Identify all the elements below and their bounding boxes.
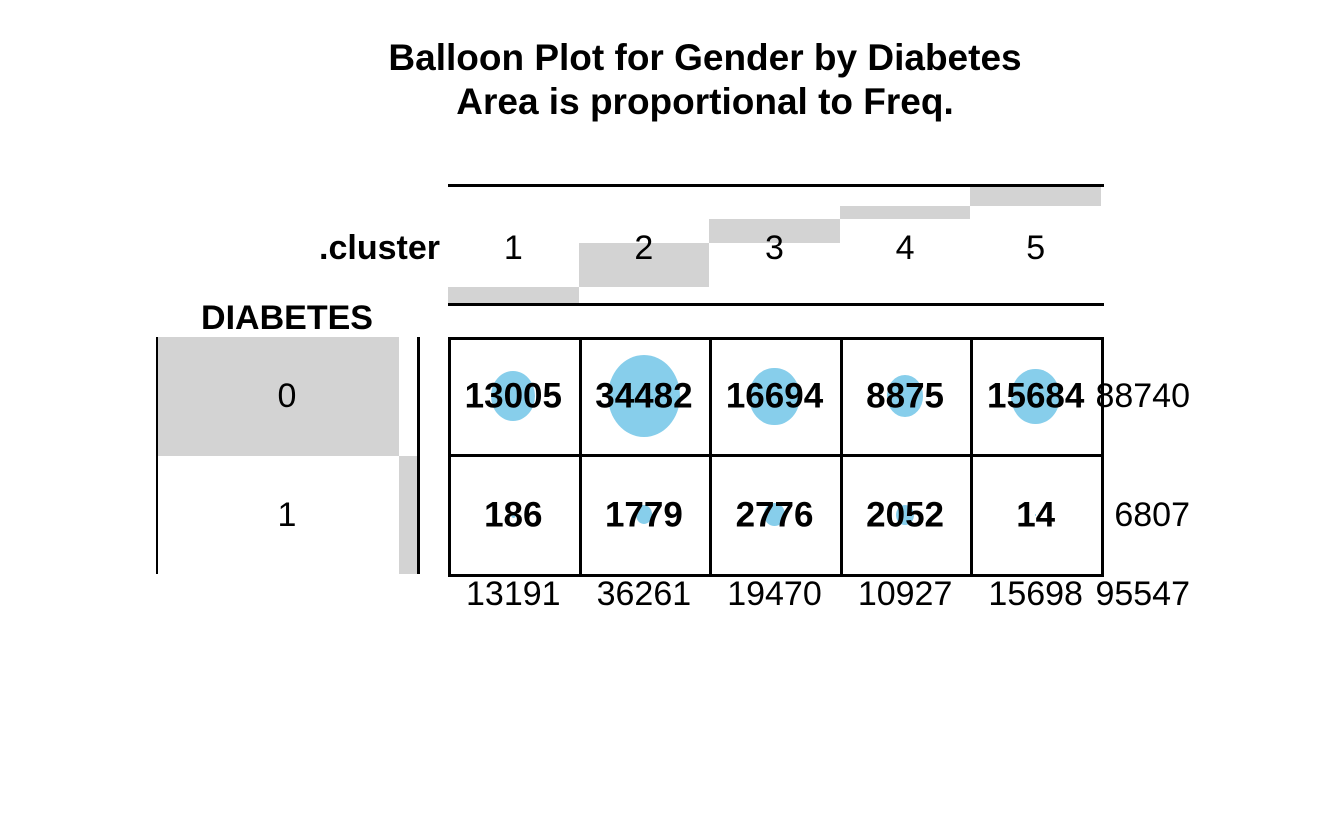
balloon (510, 511, 516, 518)
cell-value: 15684 (987, 376, 1085, 416)
balloon (1034, 513, 1037, 516)
column-margin-bar (448, 286, 579, 303)
cell-value: 16694 (725, 376, 824, 416)
balloon (1011, 368, 1060, 424)
column-label: 1 (503, 229, 523, 267)
row-header-left-line (156, 337, 158, 574)
column-label: 3 (765, 229, 784, 267)
chart-title-line2: Area is proportional to Freq. (456, 81, 954, 122)
column-total: 19470 (727, 575, 822, 613)
balloon (764, 503, 785, 527)
table-row-divider (448, 454, 1104, 457)
row-margin-bar (158, 337, 399, 456)
cell-value: 2776 (735, 495, 814, 535)
cell-value: 14 (1016, 495, 1056, 535)
row-header-right-line (417, 337, 420, 574)
column-margin-bar (578, 242, 710, 287)
balloon (896, 504, 914, 525)
cell-value: 13005 (464, 376, 562, 416)
column-total: 13191 (466, 575, 561, 613)
table-column-line (839, 337, 843, 577)
balloon (491, 371, 536, 422)
cell-value: 186 (484, 495, 543, 535)
row-total: 6807 (1114, 495, 1190, 534)
chart-title-line1: Balloon Plot for Gender by Diabetes (388, 37, 1022, 78)
table-column-line (1101, 337, 1104, 577)
row-total: 88740 (1095, 377, 1190, 416)
table-column-line (709, 337, 713, 577)
column-axis-label: .cluster (319, 229, 440, 267)
column-total: 10927 (857, 575, 953, 613)
column-label: 4 (895, 229, 915, 267)
balloon (607, 355, 680, 438)
balloon (635, 505, 653, 525)
table-border-top (448, 337, 1104, 340)
table-column-line (448, 337, 451, 577)
cell-value: 34482 (595, 376, 693, 416)
grand-total: 95547 (1095, 575, 1190, 613)
row-margin-bar (398, 455, 417, 574)
column-margin-bar (839, 206, 971, 220)
column-label: 5 (1026, 229, 1046, 267)
balloon (886, 375, 924, 418)
chart-title: Balloon Plot for Gender by Diabetes Area… (305, 36, 1105, 124)
cell-value: 1779 (604, 495, 683, 535)
table-border-bottom (448, 574, 1104, 577)
row-label: 1 (277, 495, 297, 534)
column-label: 2 (634, 229, 654, 267)
column-margin-bar (709, 219, 840, 243)
column-total: 36261 (596, 575, 692, 613)
column-header-top-line (448, 184, 1104, 187)
cell-value: 2052 (866, 495, 945, 535)
table-column-line (578, 337, 582, 577)
table-column-line (970, 337, 974, 577)
column-header-bottom-line (448, 303, 1104, 306)
column-margin-bar (970, 187, 1101, 207)
row-axis-label: DIABETES (201, 299, 373, 337)
column-total: 15698 (988, 575, 1083, 613)
cell-value: 8875 (866, 376, 945, 416)
row-label: 0 (277, 377, 297, 416)
balloon (749, 367, 800, 425)
